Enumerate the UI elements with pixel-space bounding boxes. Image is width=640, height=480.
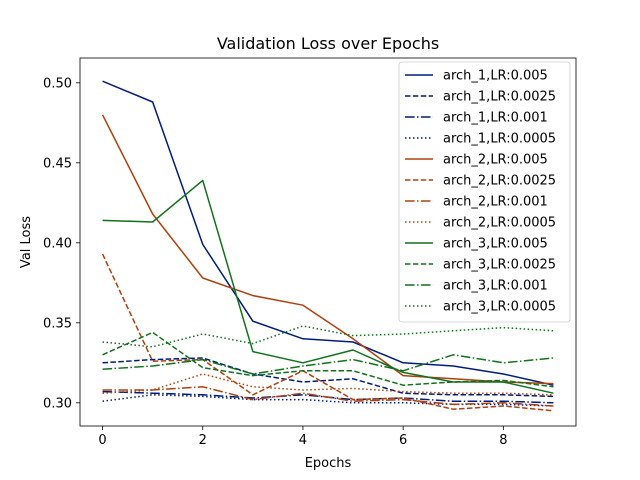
series-line-7: [102, 386, 554, 407]
legend-label-11: arch_3,LR:0.001: [443, 279, 548, 294]
legend: arch_1,LR:0.005 arch_1,LR:0.0025 arch_1,LR…: [398, 61, 571, 323]
x-tick-label: 6: [399, 433, 407, 448]
series-line-12: [102, 325, 554, 348]
series-line-10: [102, 331, 554, 388]
y-tick-label: 0.30: [43, 396, 72, 411]
legend-label-1: arch_1,LR:0.005: [443, 69, 548, 84]
legend-label-7: arch_2,LR:0.001: [443, 195, 548, 210]
x-tick-label: 2: [199, 433, 207, 448]
y-tick-label: 0.40: [43, 236, 72, 251]
legend-label-8: arch_2,LR:0.0005: [443, 216, 556, 231]
x-tick-label: 4: [299, 433, 307, 448]
series-line-5: [101, 114, 554, 385]
x-axis-ticks: 0 2 4 6 8: [98, 426, 507, 448]
legend-label-2: arch_1,LR:0.0025: [443, 90, 556, 105]
legend-label-5: arch_2,LR:0.005: [443, 153, 548, 168]
legend-label-3: arch_1,LR:0.001: [443, 111, 548, 126]
y-tick-label: 0.50: [43, 76, 72, 91]
y-tick-label: 0.45: [43, 156, 72, 171]
legend-label-10: arch_3,LR:0.0025: [443, 258, 556, 273]
series-line-8: [102, 373, 554, 396]
y-axis-ticks: 0.30 0.35 0.40 0.45 0.50: [43, 76, 80, 411]
legend-label-12: arch_3,LR:0.0005: [443, 300, 556, 315]
y-axis-label: Val Loss: [19, 216, 34, 268]
legend-label-9: arch_3,LR:0.005: [443, 237, 548, 252]
legend-box: [398, 61, 571, 323]
series-line-4: [102, 394, 554, 407]
series-line-2: [102, 357, 554, 398]
legend-label-6: arch_2,LR:0.0025: [443, 174, 556, 189]
series-line-11: [102, 354, 554, 375]
chart-title: Validation Loss over Epochs: [217, 34, 439, 53]
x-axis-label: Epochs: [305, 456, 352, 471]
legend-label-4: arch_1,LR:0.0005: [443, 132, 556, 147]
x-tick-label: 8: [499, 433, 507, 448]
y-tick-label: 0.35: [43, 316, 72, 331]
x-tick-label: 0: [98, 433, 106, 448]
series-line-1: [102, 80, 554, 386]
series-line-6: [101, 253, 554, 412]
series-line-9: [102, 179, 554, 394]
plot-frame: [79, 57, 577, 427]
